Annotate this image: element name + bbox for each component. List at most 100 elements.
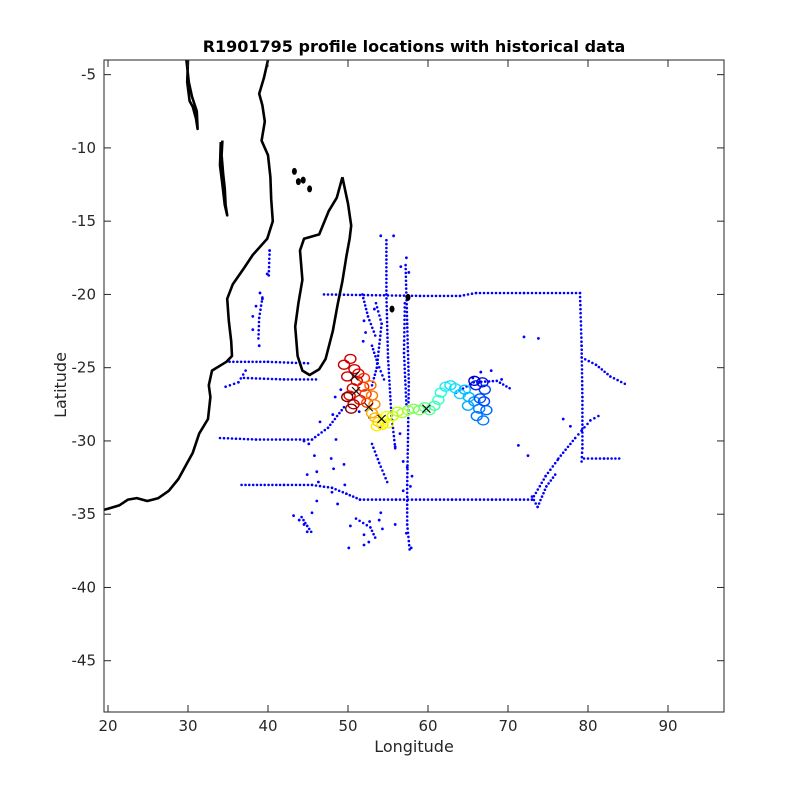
historical-profile-point [569, 442, 572, 446]
historical-profile-point [385, 273, 388, 277]
historical-profile-point [410, 294, 414, 298]
historical-profile-point [378, 294, 382, 297]
historical-profile-point [267, 269, 271, 273]
historical-profile-point [403, 371, 407, 375]
historical-profile-point [374, 355, 377, 358]
historical-profile-point [292, 514, 295, 518]
historical-profile-point [587, 359, 591, 363]
historical-profile-point [402, 355, 406, 359]
historical-profile-point [462, 498, 466, 501]
historical-profile-point [534, 291, 538, 295]
historical-profile-point [404, 267, 408, 271]
historical-profile-point [377, 518, 381, 522]
historical-profile-point [580, 383, 584, 387]
float-profile-marker [341, 371, 354, 382]
island-mark [300, 176, 306, 184]
historical-profile-point [246, 376, 250, 380]
historical-profile-point [498, 381, 502, 385]
historical-profile-point [406, 436, 410, 440]
historical-profile-point [378, 338, 382, 342]
historical-profile-point [318, 484, 322, 488]
historical-profile-point [403, 367, 407, 371]
historical-profile-point [317, 433, 320, 437]
historical-profile-point [406, 452, 410, 455]
historical-profile-point [407, 385, 411, 388]
historical-profile-point [508, 386, 511, 390]
historical-profile-point [370, 529, 374, 533]
historical-profile-point [406, 342, 410, 345]
historical-profile-point [405, 256, 408, 260]
float-profile-marker [473, 393, 487, 404]
historical-profile-point [403, 301, 407, 305]
historical-profile-point [401, 489, 405, 493]
historical-profile-point [259, 360, 262, 364]
historical-profile-point [407, 396, 410, 400]
historical-profile-point [392, 234, 395, 238]
float-profile-marker [370, 421, 383, 432]
historical-profile-point [583, 426, 586, 429]
historical-profile-point [388, 391, 392, 394]
historical-profile-point [426, 294, 430, 298]
historical-profile-point [228, 360, 231, 364]
historical-profile-point [302, 439, 306, 443]
historical-profile-point [331, 413, 335, 416]
historical-profile-point [267, 265, 271, 269]
historical-profile-point [539, 498, 542, 502]
historical-profile-point [377, 366, 381, 369]
historical-profile-point [257, 344, 261, 348]
historical-profile-point [393, 442, 397, 446]
historical-profile-point [518, 498, 522, 501]
y-tick-label: -25 [72, 359, 97, 377]
historical-profile-point [407, 539, 411, 543]
historical-profile-point [404, 395, 408, 398]
historical-profile-point [564, 448, 567, 452]
historical-profile-point [590, 457, 594, 460]
historical-profile-point [414, 294, 418, 298]
historical-profile-point [363, 304, 367, 307]
historical-profile-point [257, 337, 260, 340]
historical-profile-point [581, 411, 584, 415]
historical-profile-point [582, 457, 586, 460]
coastline-line [218, 140, 229, 217]
historical-profile-point [222, 436, 226, 440]
historical-profile-point [405, 465, 409, 469]
historical-profile-point [309, 530, 313, 534]
historical-profile-point [406, 424, 410, 428]
historical-profile-point [286, 361, 290, 364]
historical-profile-point [358, 519, 361, 523]
historical-profile-point [406, 440, 410, 444]
historical-profile-point [581, 419, 584, 423]
island-mark [389, 305, 395, 313]
historical-profile-point [407, 381, 411, 384]
historical-profile-point [306, 362, 310, 365]
historical-profile-point [482, 291, 486, 295]
historical-profile-point [259, 304, 263, 307]
historical-profile-point [522, 335, 526, 339]
historical-profile-point [553, 473, 557, 476]
historical-profile-point [404, 399, 408, 402]
historical-profile-point [375, 366, 379, 370]
historical-profile-point [290, 438, 294, 441]
historical-profile-point [385, 308, 389, 312]
historical-profile-point [392, 434, 396, 438]
historical-profile-point [561, 417, 565, 421]
float-profile-marker [337, 359, 351, 370]
y-tick-label: -35 [72, 505, 97, 523]
historical-profile-point [385, 269, 388, 273]
historical-profile-point [318, 420, 322, 424]
historical-profile-point [581, 447, 584, 450]
historical-profile-point [282, 361, 286, 364]
historical-profile-point [234, 437, 238, 441]
historical-profile-point [326, 426, 330, 430]
historical-profile-point [298, 378, 302, 381]
historical-profile-point [298, 438, 302, 441]
historical-profile-point [580, 455, 584, 459]
historical-profile-point [335, 414, 339, 418]
historical-profile-point [573, 436, 577, 440]
historical-profile-point [579, 328, 583, 331]
historical-profile-point [375, 306, 379, 309]
historical-profile-point [381, 469, 384, 472]
historical-profile-point [398, 294, 402, 297]
historical-profile-point [406, 432, 410, 436]
historical-profile-point [558, 291, 562, 295]
